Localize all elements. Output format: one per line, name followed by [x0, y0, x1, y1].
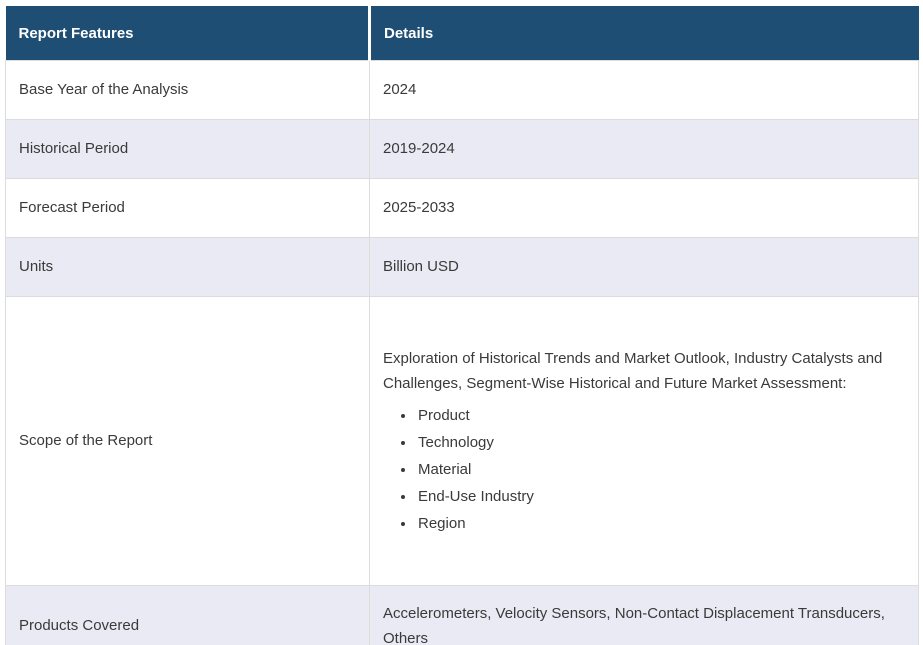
list-item: Product — [416, 402, 905, 429]
report-features-table: Report Features Details Base Year of the… — [5, 6, 919, 645]
table-row: Historical Period 2019-2024 — [5, 119, 919, 179]
detail-cell-products-covered: Accelerometers, Velocity Sensors, Non-Co… — [369, 585, 919, 645]
feature-cell-scope: Scope of the Report — [5, 296, 370, 586]
list-item: Technology — [416, 429, 905, 456]
detail-cell-units: Billion USD — [369, 237, 919, 297]
column-header-details: Details — [368, 6, 919, 61]
list-item: End-Use Industry — [416, 483, 905, 510]
table-header: Report Features Details — [5, 6, 919, 61]
scope-bullet-list: Product Technology Material End-Use Indu… — [383, 402, 905, 537]
table-row: Forecast Period 2025-2033 — [5, 178, 919, 238]
table-row: Products Covered Accelerometers, Velocit… — [5, 585, 919, 645]
feature-cell-units: Units — [5, 237, 370, 297]
scope-intro-text: Exploration of Historical Trends and Mar… — [383, 349, 883, 392]
detail-cell-forecast-period: 2025-2033 — [369, 178, 919, 238]
feature-cell-base-year: Base Year of the Analysis — [5, 60, 370, 120]
feature-cell-historical-period: Historical Period — [5, 119, 370, 179]
feature-cell-forecast-period: Forecast Period — [5, 178, 370, 238]
list-item: Material — [416, 456, 905, 483]
detail-cell-historical-period: 2019-2024 — [369, 119, 919, 179]
table-row: Scope of the Report Exploration of Histo… — [5, 296, 919, 586]
list-item: Region — [416, 510, 905, 537]
header-row: Report Features Details — [5, 6, 919, 61]
table-row: Units Billion USD — [5, 237, 919, 297]
feature-cell-products-covered: Products Covered — [5, 585, 370, 645]
detail-cell-scope: Exploration of Historical Trends and Mar… — [369, 296, 919, 586]
table-row: Base Year of the Analysis 2024 — [5, 60, 919, 120]
detail-cell-base-year: 2024 — [369, 60, 919, 120]
column-header-report-features: Report Features — [5, 6, 370, 61]
